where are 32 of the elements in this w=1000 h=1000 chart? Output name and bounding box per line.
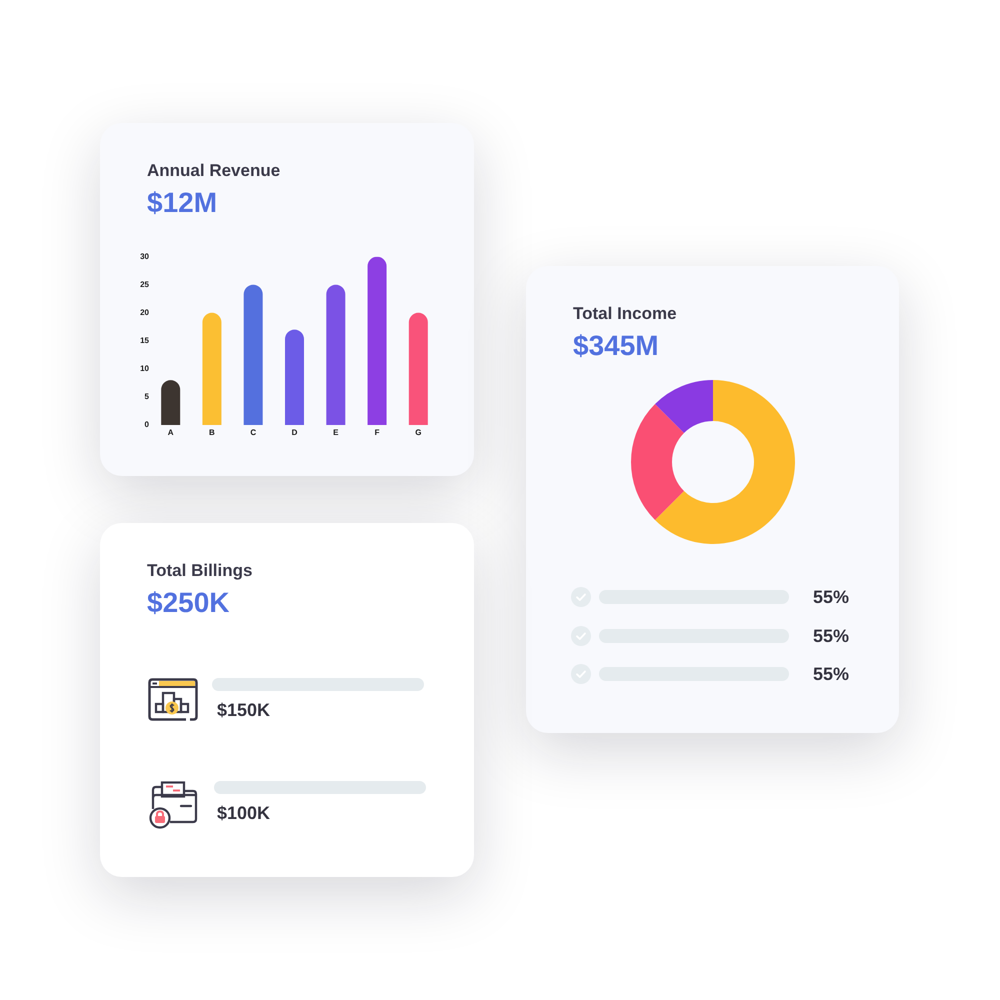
- bar: [326, 284, 346, 425]
- chart-title: Total Income: [573, 304, 677, 324]
- text: 55%: [813, 624, 850, 646]
- y-tick-label: 15: [140, 336, 150, 346]
- bar: [285, 330, 304, 425]
- x-tick-label: A: [168, 428, 174, 438]
- y-tick-label: 0: [144, 420, 150, 430]
- text: 55%: [813, 586, 850, 608]
- bar: [202, 312, 222, 425]
- x-tick-label: G: [415, 428, 422, 438]
- bar: [161, 380, 180, 425]
- chart-title: Annual Revenue: [147, 161, 280, 181]
- x-tick-label: B: [209, 428, 216, 438]
- y-tick-label: 5: [144, 392, 150, 402]
- bar: [244, 284, 263, 425]
- x-tick-label: E: [333, 428, 340, 438]
- x-tick-label: D: [292, 428, 298, 438]
- x-tick-label: F: [374, 428, 380, 438]
- bar: [408, 312, 428, 425]
- text: 55%: [813, 663, 850, 685]
- text: $100K: [217, 802, 270, 824]
- y-tick-label: 20: [140, 308, 150, 318]
- x-tick-label: C: [250, 428, 256, 438]
- y-tick-label: 30: [140, 252, 150, 261]
- text: $150K: [217, 699, 270, 721]
- chart-subtitle: $12M: [147, 187, 218, 219]
- bar: [368, 256, 387, 425]
- chart-subtitle: $345M: [573, 330, 659, 362]
- y-tick-label: 25: [140, 280, 150, 289]
- y-tick-label: 10: [140, 364, 150, 374]
- text: Total Billings: [147, 561, 252, 581]
- text: $250K: [147, 587, 230, 619]
